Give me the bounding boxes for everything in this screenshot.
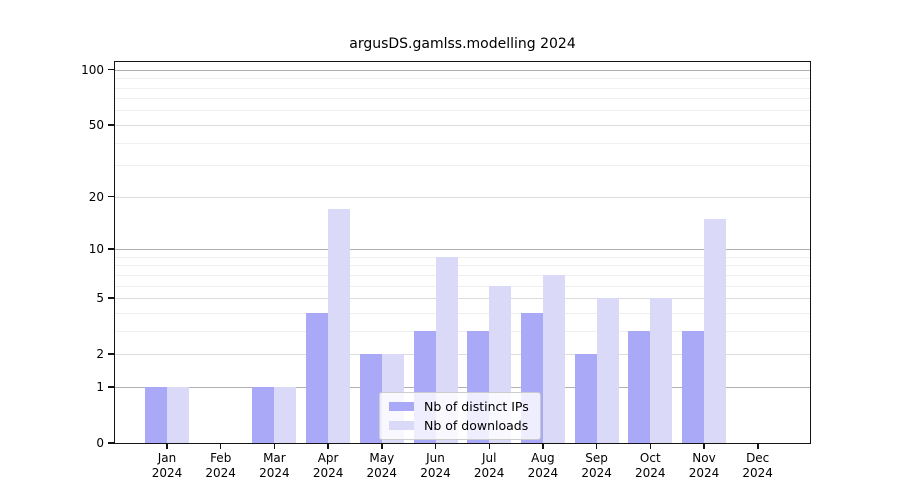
legend-label-downloads: Nb of downloads (424, 418, 529, 433)
bar-nb-of-distinct-ips-may (359, 354, 382, 443)
y-axis-tick-label-2: 2 (96, 347, 104, 362)
bar-nb-of-distinct-ips-sep (574, 354, 597, 443)
gridline-9 (115, 256, 810, 258)
bar-nb-of-downloads-apr (328, 209, 351, 443)
y-axis-tick-mark (108, 353, 114, 355)
legend-entry-distinct-ips: Nb of distinct IPs (389, 399, 529, 414)
legend-entry-downloads: Nb of downloads (389, 418, 529, 433)
x-axis-tick-label-feb: Feb 2024 (205, 451, 236, 480)
x-axis-tick-mark (166, 443, 168, 449)
bar-nb-of-downloads-nov (704, 218, 726, 443)
x-axis-tick-mark (488, 443, 490, 449)
gridline-1 (115, 386, 810, 388)
x-axis-tick-mark (434, 443, 437, 449)
bar-nb-of-distinct-ips-jan (145, 386, 167, 443)
legend-swatch-distinct-ips (389, 402, 414, 411)
gridline-100 (115, 69, 810, 71)
x-axis-tick-mark (542, 443, 544, 449)
bar-nb-of-downloads-mar (274, 386, 297, 443)
bar-nb-of-downloads-sep (596, 298, 619, 443)
bar-nb-of-downloads-jan (167, 386, 189, 443)
y-axis-tick-label-100: 100 (81, 62, 104, 77)
x-axis-tick-label-jul: Jul 2024 (473, 451, 505, 480)
x-axis-tick-label-mar: Mar 2024 (259, 451, 290, 480)
bar-nb-of-distinct-ips-mar (252, 386, 275, 443)
gridline-4 (115, 312, 810, 314)
plot-area (115, 62, 810, 443)
gridline-80 (115, 87, 810, 89)
bar-nb-of-downloads-aug (542, 274, 565, 443)
gridline-7 (115, 274, 810, 276)
x-axis-tick-mark (595, 443, 598, 449)
y-axis-tick-mark (108, 248, 114, 250)
x-axis-tick-mark (219, 443, 222, 449)
x-axis-tick-label-apr: Apr 2024 (312, 451, 344, 480)
legend-label-distinct-ips: Nb of distinct IPs (424, 399, 529, 414)
bar-nb-of-distinct-ips-apr (306, 312, 329, 443)
y-axis-tick-mark (108, 442, 114, 444)
gridline-8 (115, 265, 810, 267)
bar-nb-of-downloads-oct (650, 298, 673, 443)
x-axis-tick-label-nov: Nov 2024 (688, 451, 720, 480)
x-axis-tick-label-aug: Aug 2024 (527, 451, 559, 480)
x-axis-tick-mark (273, 443, 276, 449)
gridline-5 (115, 298, 810, 299)
legend-swatch-downloads (389, 421, 414, 430)
gridline-6 (115, 285, 810, 287)
bar-nb-of-distinct-ips-oct (628, 330, 651, 443)
chart-title: argusDS.gamlss.modelling 2024 (349, 36, 576, 52)
y-axis-tick-label-5: 5 (96, 291, 104, 305)
x-axis-tick-label-oct: Oct 2024 (635, 451, 666, 480)
y-axis-tick-mark (108, 68, 114, 71)
y-axis-tick-label-0: 0 (96, 436, 104, 450)
gridline-2 (115, 354, 810, 356)
x-axis-tick-label-jun: Jun 2024 (420, 451, 451, 480)
bar-nb-of-distinct-ips-nov (682, 330, 704, 443)
legend: Nb of distinct IPs Nb of downloads (379, 392, 541, 440)
x-axis-tick-mark (327, 443, 329, 449)
gridline-10 (115, 249, 810, 250)
x-axis-tick-label-sep: Sep 2024 (581, 451, 612, 480)
y-axis-tick-label-20: 20 (88, 189, 104, 204)
y-axis-tick-label-1: 1 (96, 379, 104, 394)
gridline-60 (115, 110, 810, 112)
gridline-50 (115, 124, 810, 126)
gridline-20 (115, 196, 810, 198)
y-axis-tick-mark (108, 124, 114, 126)
gridline-40 (115, 142, 810, 144)
y-axis-tick-mark (108, 386, 114, 388)
x-axis-tick-mark (649, 443, 651, 449)
x-axis-tick-mark (757, 443, 759, 449)
x-axis-tick-label-dec: Dec 2024 (742, 451, 773, 480)
gridline-3 (115, 330, 810, 332)
gridline-70 (115, 98, 810, 100)
gridline-30 (115, 165, 810, 167)
y-axis-tick-mark (108, 195, 114, 198)
y-axis-tick-label-50: 50 (88, 117, 104, 132)
y-axis-tick-label-10: 10 (88, 242, 104, 256)
y-axis-tick-mark (108, 297, 114, 299)
gridline-90 (115, 78, 810, 80)
x-axis-tick-label-jan: Jan 2024 (151, 451, 183, 480)
x-axis-tick-mark (703, 443, 705, 449)
x-axis-tick-label-may: May 2024 (366, 451, 398, 480)
x-axis-tick-mark (381, 443, 383, 449)
